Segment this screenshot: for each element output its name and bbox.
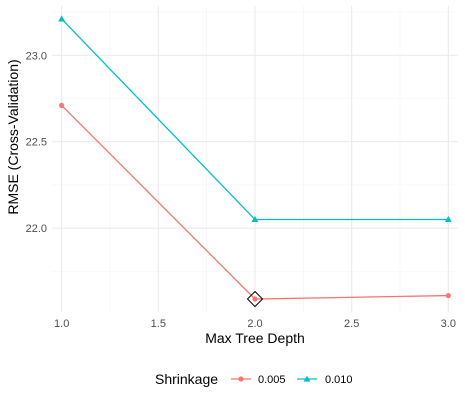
y-axis-ticks: 22.0 22.5 23.0: [26, 50, 47, 235]
x-tick-label: 1.5: [151, 318, 166, 330]
x-axis-title: Max Tree Depth: [205, 330, 305, 346]
data-point-circle: [252, 296, 258, 302]
x-tick-label: 2.5: [344, 318, 359, 330]
legend-label: 0.005: [258, 374, 286, 386]
best-point-diamond-marker: [246, 290, 264, 308]
x-tick-label: 2.0: [247, 318, 262, 330]
legend-title: Shrinkage: [155, 371, 218, 387]
legend-item-0.010: 0.010: [297, 374, 353, 386]
data-point-triangle: [58, 15, 66, 22]
y-tick-label: 22.0: [26, 223, 47, 235]
data-point-triangle: [444, 215, 452, 223]
legend-key-triangle-marker: [303, 375, 311, 382]
x-tick-label: 1.0: [54, 318, 69, 330]
legend: Shrinkage 0.005 0.010: [155, 371, 353, 387]
y-axis-title: RMSE (Cross-Validation): [5, 59, 21, 214]
legend-item-0.005: 0.005: [231, 374, 286, 386]
major-gridlines: [52, 6, 458, 312]
data-point-triangle: [251, 215, 259, 223]
x-axis-ticks: 1.0 1.5 2.0 2.5 3.0: [54, 318, 456, 330]
data-point-circle: [59, 102, 65, 109]
highlight-layer: [246, 290, 264, 308]
data-point-circle: [445, 292, 451, 299]
legend-label: 0.010: [325, 374, 353, 386]
y-tick-label: 22.5: [26, 137, 47, 149]
legend-key-circle-marker: [238, 376, 244, 382]
series-layer: [58, 15, 452, 302]
y-tick-label: 23.0: [26, 50, 47, 62]
x-tick-label: 3.0: [441, 318, 456, 330]
